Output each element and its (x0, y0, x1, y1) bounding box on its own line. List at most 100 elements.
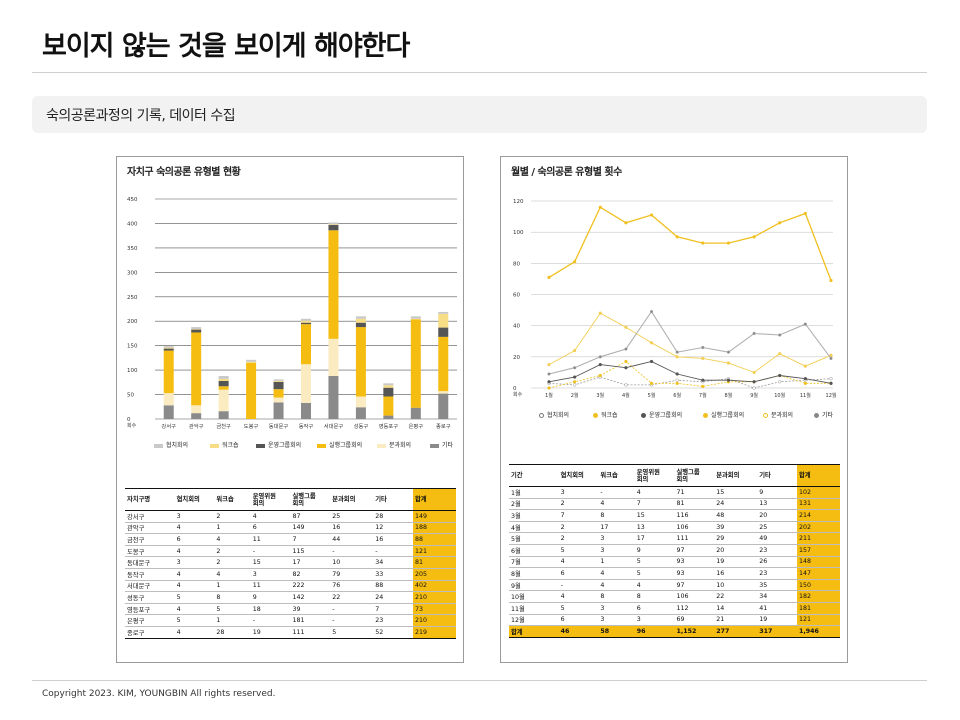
data-point (598, 355, 602, 359)
table-cell: 148 (796, 556, 840, 569)
bar-segment (328, 338, 339, 376)
data-point (675, 372, 679, 376)
table-cell: 147 (796, 567, 840, 580)
table-cell: 17 (290, 556, 331, 569)
y-tick-label: 100 (127, 368, 138, 374)
data-point (803, 364, 808, 368)
x-tick-label: 동대문구 (269, 422, 289, 430)
legend-item: 워크숍 (210, 440, 239, 449)
y-tick-label: 200 (127, 319, 138, 325)
x-tick-label: 5월 (648, 392, 656, 399)
bar-segment (355, 407, 366, 419)
bar-segment (301, 322, 311, 325)
table-cell: 219 (412, 626, 456, 639)
data-point (649, 213, 654, 217)
data-point (829, 353, 833, 357)
data-point (547, 372, 551, 376)
table-cell: 87 (290, 510, 331, 523)
series-line (548, 376, 832, 389)
table-cell: 19 (250, 626, 291, 639)
district-row: 서대문구 4 1 11 222 76 88 402 (125, 580, 456, 593)
bar-segment (328, 375, 339, 419)
table-cell: 97 (674, 544, 715, 557)
legend-label: 워크숍 (222, 442, 239, 449)
data-point (649, 309, 654, 314)
table-cell: 7월 (509, 556, 559, 569)
table-cell: 112 (674, 602, 715, 615)
data-point (803, 322, 808, 326)
table-cell: 도봉구 (125, 545, 175, 558)
district-panel: 자치구 숙의공론 유형별 현황 0 50 100 150 200 250 300 350 400… (116, 156, 464, 663)
month-row: 12월 6 3 3 69 21 19 121 (509, 614, 840, 627)
table-cell: 17 (634, 532, 675, 545)
table-cell: 22 (714, 590, 758, 603)
data-point (547, 275, 551, 280)
y-tick-label: 350 (127, 246, 138, 252)
table-cell: 4월 (509, 521, 559, 534)
table-cell: 111 (290, 626, 331, 639)
bar-segment (383, 383, 394, 386)
legend-item: 분과회의 (377, 440, 411, 449)
x-tick-label: 서대문구 (324, 422, 344, 430)
x-tick-label: 관악구 (189, 422, 204, 430)
x-tick-label: 12월 (826, 392, 837, 399)
table-cell: 2 (558, 498, 599, 511)
table-cell: 188 (412, 522, 456, 535)
table-cell: 111 (674, 532, 715, 545)
table-cell: 5 (330, 626, 374, 639)
series-line (548, 361, 831, 389)
table-cell: 6 (250, 522, 291, 535)
table-cell: 11 (250, 533, 291, 546)
legend-item: 분과회의 (763, 410, 793, 419)
table-cell: 3 (598, 614, 635, 627)
x-tick-label: 강서구 (161, 422, 176, 430)
page-title: 보이지 않는 것을 보이게 해야한다 (42, 31, 410, 62)
table-cell: 동작구 (125, 568, 175, 581)
legend-marker (703, 413, 708, 418)
table-cell: 6 (558, 614, 599, 627)
bar-segment (410, 319, 421, 408)
table-cell: 81 (674, 498, 715, 511)
bar-segment (246, 362, 257, 419)
data-point (803, 381, 808, 385)
x-tick-label: 2월 (571, 392, 579, 399)
table-cell: 39 (290, 603, 331, 616)
x-tick-label: 3월 (596, 392, 604, 399)
table-cell: 150 (796, 579, 840, 592)
table-cell: 81 (412, 556, 456, 569)
footer-divider (32, 680, 927, 681)
table-cell: 2 (558, 532, 599, 545)
district-row: 강서구 3 2 4 87 25 28 149 (125, 510, 456, 523)
table-cell: 10 (330, 556, 374, 569)
table-cell: 58 (598, 625, 635, 638)
table-cell: 88 (373, 580, 413, 593)
legend-item: 워크숍 (593, 410, 618, 419)
column-header: 합계 (412, 488, 456, 511)
bar-segment (273, 381, 284, 390)
table-cell: 2 (558, 521, 599, 534)
table-cell: 3 (598, 544, 635, 557)
table-cell: 1 (214, 614, 251, 627)
table-cell: 131 (796, 498, 840, 511)
series-line (548, 361, 832, 384)
table-cell: 11 (250, 580, 291, 593)
table-cell: 19 (757, 614, 797, 627)
table-cell: 7 (373, 603, 413, 616)
table-cell: 3 (598, 532, 635, 545)
bar-segment (410, 316, 421, 319)
legend-label: 워크숍 (601, 412, 618, 419)
bar-segment (328, 224, 339, 226)
data-point (598, 311, 602, 315)
table-cell: 49 (757, 532, 797, 545)
table-cell: 4 (214, 568, 251, 581)
column-header: 워크숍 (214, 488, 251, 511)
line-chart-legend: 협치회의 워크숍 운영그룹회의 실행그룹회의 분과회의 기타 (501, 410, 847, 422)
table-cell: 5 (558, 602, 599, 615)
table-cell: 106 (674, 590, 715, 603)
bar-segment (273, 402, 284, 419)
column-header: 협치회의 (174, 488, 215, 511)
data-point (649, 381, 654, 385)
bar-segment (355, 322, 366, 328)
table-cell: 3 (250, 568, 291, 581)
table-cell: 4 (598, 567, 635, 580)
